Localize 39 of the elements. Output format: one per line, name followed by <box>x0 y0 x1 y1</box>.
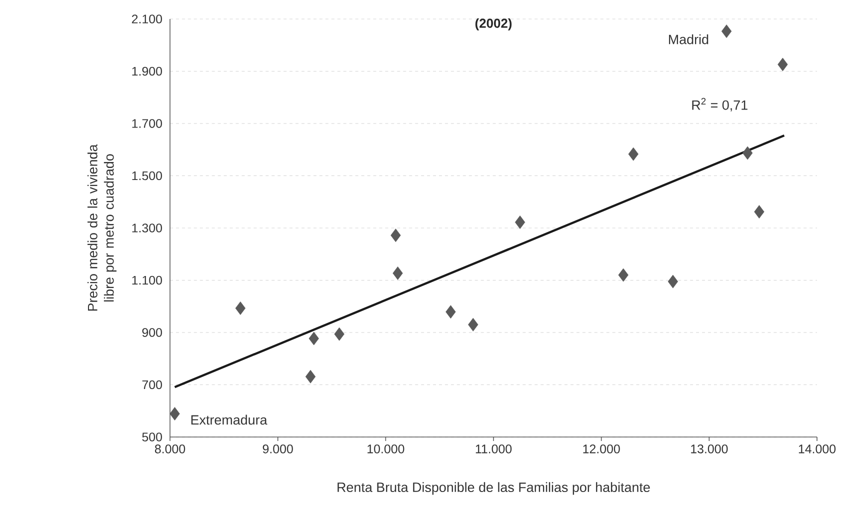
x-tick-label: 14.000 <box>798 444 836 454</box>
x-tick-label: 8.000 <box>154 444 186 454</box>
point <box>170 407 180 420</box>
point <box>778 58 788 72</box>
y-tick-label: 1.300 <box>132 224 162 232</box>
y-tick-label: 1.700 <box>132 119 162 128</box>
y-tick-label: 500 <box>142 432 162 442</box>
point <box>446 305 456 319</box>
point <box>392 266 403 280</box>
point <box>628 147 638 161</box>
y-tick-label: 1.900 <box>132 66 162 76</box>
y-tick-label: 700 <box>142 380 162 390</box>
point <box>754 205 764 218</box>
chart-title: (2002) <box>475 18 512 30</box>
point <box>468 318 478 332</box>
annotation: Madrid <box>669 34 708 44</box>
point <box>308 332 319 346</box>
point <box>721 24 732 38</box>
y-tick-label: 2.100 <box>132 14 162 24</box>
x-tick-label: 9.000 <box>262 444 293 454</box>
point <box>305 370 316 384</box>
x-tick-label: 11.000 <box>476 444 512 454</box>
x-tick-label: 13.000 <box>691 444 728 454</box>
x-axis-title: Renta Bruta Disponible de las Familias por habitante <box>338 482 650 495</box>
y-tick-label: 1.500 <box>132 171 162 180</box>
y-tick-label: 1.100 <box>132 276 162 285</box>
y-tick-label: 900 <box>142 328 162 337</box>
point <box>668 274 678 288</box>
annotation: R$^{2}$ = 0,71 <box>692 98 748 112</box>
point <box>334 327 344 341</box>
point <box>618 268 628 282</box>
point <box>235 302 246 315</box>
point <box>514 216 526 229</box>
y-axis-title: Precio medio de la vivienda libre por metro cuadrado <box>88 144 116 311</box>
annotation: Extremadura <box>191 414 268 425</box>
x-tick-label: 12.000 <box>583 444 620 454</box>
x-tick-label: 10.000 <box>368 444 404 454</box>
point <box>390 228 401 242</box>
point <box>742 146 753 160</box>
